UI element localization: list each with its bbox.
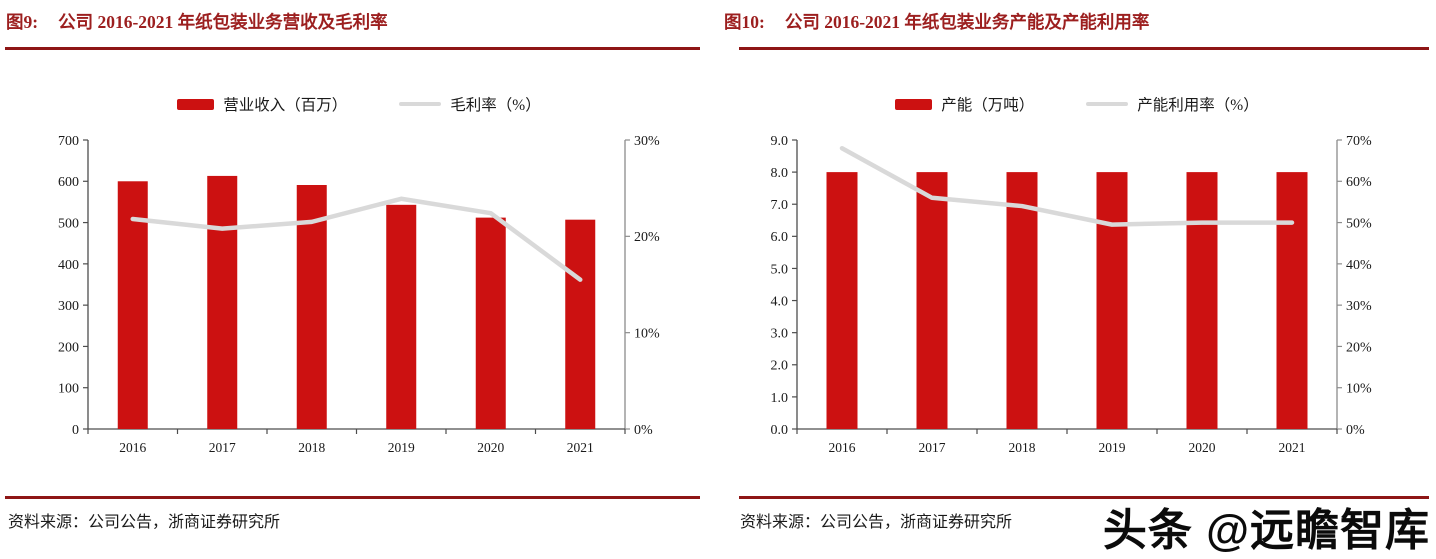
y-axis-right-tick-label: 10% xyxy=(1346,382,1372,397)
category-label: 2016 xyxy=(119,440,146,455)
y-axis-right-tick-label: 30% xyxy=(634,134,660,149)
figure-title: 图9: 公司 2016-2021 年纸包装业务营收及毛利率 xyxy=(6,9,388,34)
bar xyxy=(475,217,506,429)
title-rule xyxy=(739,47,1429,50)
legend-label: 营业收入（百万） xyxy=(223,97,348,114)
bar xyxy=(1276,172,1308,429)
bar xyxy=(1006,172,1038,429)
bar xyxy=(565,219,596,429)
y-axis-left-tick-label: 9.0 xyxy=(771,134,789,149)
y-axis-left-tick-label: 600 xyxy=(58,175,79,190)
y-axis-left-tick-label: 1.0 xyxy=(771,391,789,406)
y-axis-left-tick-label: 5.0 xyxy=(771,262,789,277)
y-axis-left-tick-label: 0.0 xyxy=(771,423,789,438)
trend-line xyxy=(839,146,1295,227)
y-axis-left-tick-label: 700 xyxy=(58,134,79,149)
y-axis-right-tick-label: 0% xyxy=(1346,423,1365,438)
revenue-gross-margin-chart: 0 100 200 300 400 500 600 700 0% 10% 20% 30% 2016 201… xyxy=(58,134,660,455)
category-label: 2017 xyxy=(919,440,946,455)
legend-swatch-line xyxy=(399,102,442,106)
category-label: 2019 xyxy=(1099,440,1126,455)
chart-legend: 产能（万吨） 产能利用率（%） xyxy=(718,93,1436,115)
category-label: 2017 xyxy=(209,440,236,455)
y-axis-right-tick-label: 70% xyxy=(1346,134,1372,149)
y-axis-right-tick-label: 20% xyxy=(634,230,660,245)
legend-item: 产能利用率（%） xyxy=(1086,93,1259,115)
legend-item: 毛利率（%） xyxy=(399,93,541,115)
category-label: 2016 xyxy=(829,440,856,455)
y-axis-right-tick-label: 60% xyxy=(1346,175,1372,190)
figure-title-text: 公司 2016-2021 年纸包装业务营收及毛利率 xyxy=(58,12,388,32)
figure-number-label: 图9: xyxy=(6,12,39,32)
legend-swatch-bar xyxy=(177,98,215,110)
title-rule xyxy=(5,47,700,50)
figure-title: 图10: 公司 2016-2021 年纸包装业务产能及产能利用率 xyxy=(724,9,1149,34)
y-axis-right-tick-label: 30% xyxy=(1346,299,1372,314)
figure-number-label: 图10: xyxy=(724,12,765,32)
figure-10-panel: 图10: 公司 2016-2021 年纸包装业务产能及产能利用率 产能（万吨） 产能… xyxy=(718,0,1436,559)
source-text: 资料来源：公司公告，浙商证券研究所 xyxy=(8,514,281,531)
watermark: 头条 @远瞻智库 xyxy=(1102,506,1430,555)
figure-title-text: 公司 2016-2021 年纸包装业务产能及产能利用率 xyxy=(784,12,1150,32)
y-axis-left-tick-label: 500 xyxy=(58,216,79,231)
bar xyxy=(916,172,948,429)
source-rule xyxy=(5,496,700,499)
category-label: 2020 xyxy=(477,440,504,455)
y-axis-left-tick-label: 300 xyxy=(58,299,79,314)
category-label: 2020 xyxy=(1189,440,1216,455)
y-axis-left-tick-label: 200 xyxy=(58,340,79,355)
source-rule xyxy=(739,496,1429,499)
y-axis-left-tick-label: 6.0 xyxy=(771,230,789,245)
y-axis-left-tick-label: 400 xyxy=(58,258,79,273)
category-label: 2021 xyxy=(1279,440,1306,455)
y-axis-left-tick-label: 8.0 xyxy=(771,166,789,181)
source-text: 资料来源：公司公告，浙商证券研究所 xyxy=(740,514,1013,531)
trend-line xyxy=(130,196,583,282)
legend-item: 营业收入（百万） xyxy=(177,93,347,115)
y-axis-left-tick-label: 2.0 xyxy=(771,359,789,374)
figure-9-panel: 图9: 公司 2016-2021 年纸包装业务营收及毛利率 营业收入（百万） 毛利率… xyxy=(0,9,718,531)
chart-legend: 营业收入（百万） 毛利率（%） xyxy=(0,93,718,115)
bar xyxy=(386,204,417,429)
category-label: 2018 xyxy=(1009,440,1036,455)
y-axis-left-tick-label: 0 xyxy=(72,423,79,438)
y-axis-right-tick-label: 50% xyxy=(1346,216,1372,231)
y-axis-left-tick-label: 7.0 xyxy=(771,198,789,213)
category-label: 2021 xyxy=(567,440,594,455)
legend-label: 产能（万吨） xyxy=(941,97,1035,114)
bar xyxy=(1186,172,1218,429)
bar xyxy=(1096,172,1128,429)
y-axis-right-tick-label: 40% xyxy=(1346,258,1372,273)
y-axis-left-tick-label: 100 xyxy=(58,382,79,397)
y-axis-left-tick-label: 4.0 xyxy=(771,294,789,309)
legend-label: 毛利率（%） xyxy=(450,97,541,114)
category-label: 2019 xyxy=(388,440,415,455)
legend-swatch-bar xyxy=(895,98,933,110)
y-axis-right-tick-label: 0% xyxy=(634,423,653,438)
legend-swatch-line xyxy=(1086,102,1129,106)
y-axis-right-tick-label: 20% xyxy=(1346,340,1372,355)
bar xyxy=(207,175,238,429)
legend-item: 产能（万吨） xyxy=(895,93,1034,115)
legend-label: 产能利用率（%） xyxy=(1137,97,1259,114)
bar xyxy=(296,185,327,429)
bar xyxy=(117,181,148,429)
y-axis-left-tick-label: 3.0 xyxy=(771,327,789,342)
capacity-utilization-chart: 0.0 1.0 2.0 3.0 4.0 5.0 6.0 7.0 8.0 9.0 0% 10% 20% 30… xyxy=(771,134,1373,455)
bar xyxy=(826,172,858,429)
category-label: 2018 xyxy=(298,440,325,455)
y-axis-right-tick-label: 10% xyxy=(634,327,660,342)
